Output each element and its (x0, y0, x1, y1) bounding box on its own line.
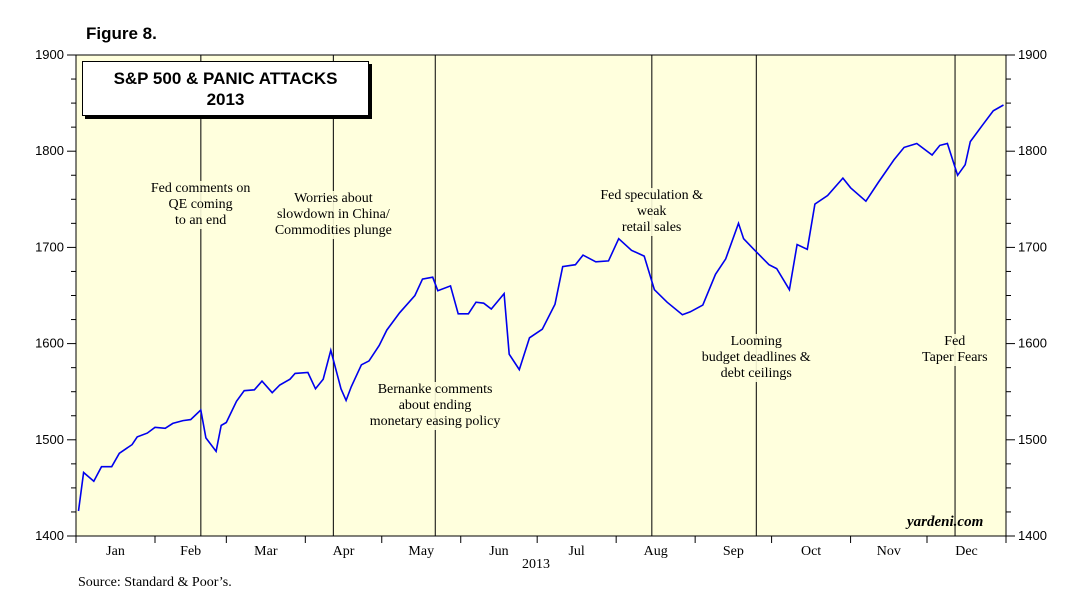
x-axis-labels: Jan Feb Mar Apr May Jun Jul Aug Sep Oct Nov Dec (106, 544, 978, 559)
y-tick-label-right: 1800 (1018, 143, 1047, 158)
y-axis-labels: 1400 1400 1500 1500 1600 1600 1700 1700 1800 1800… (35, 47, 1047, 543)
chart-title-year: 2013 (206, 90, 245, 109)
source-note: Source: Standard & Poor’s. (78, 575, 232, 590)
annotation-label: Worries about slowdown in China/Commoditi… (272, 191, 394, 239)
x-axis-year-label: 2013 (522, 557, 550, 572)
x-tick-label: Jan (106, 544, 125, 559)
chart-title: S&P 500 & PANIC ATTACKS (113, 69, 338, 88)
annotation-text-line: Looming (730, 334, 782, 349)
x-tick-label: Sep (723, 544, 744, 559)
x-tick-label: Dec (955, 544, 978, 559)
annotation-text-line: Bernanke comments (377, 382, 493, 397)
annotation-label: Fed comments on QE coming to an end (148, 181, 253, 229)
x-tick-label: Nov (877, 544, 901, 559)
y-tick-label-left: 1600 (35, 336, 64, 351)
annotation-label: Bernanke comments about ending monetary ea… (367, 382, 503, 430)
y-tick-label-left: 1900 (35, 47, 64, 62)
annotation-text-line: to an end (174, 213, 227, 228)
y-tick-label-right: 1500 (1018, 432, 1047, 447)
figure-label: Figure 8. (86, 24, 157, 43)
y-tick-label-right: 1900 (1018, 47, 1047, 62)
annotation-lines (200, 55, 956, 536)
annotation-label: Fed speculation & weak retail sales (598, 188, 705, 236)
annotation-label: Looming budget deadlines & debt ceilings (699, 334, 813, 382)
chart-title-box: S&P 500 & PANIC ATTACKS 2013 (82, 61, 369, 116)
y-tick-label-left: 1800 (35, 143, 64, 158)
x-tick-label: Jul (568, 544, 584, 559)
x-tick-label: May (408, 544, 434, 559)
plot-border (75, 54, 1007, 537)
y-tick-label-left: 1500 (35, 432, 64, 447)
annotation-text-line: debt ceilings (720, 366, 792, 381)
annotation-text-line: QE coming (168, 197, 233, 212)
annotation-text-line: budget deadlines & (701, 350, 811, 365)
y-tick-label-left: 1400 (35, 528, 64, 543)
annotation-text-line: retail sales (621, 220, 682, 235)
x-tick-label: Feb (180, 544, 201, 559)
annotation-text-line: monetary easing policy (369, 414, 501, 429)
x-tick-label: Apr (333, 544, 355, 559)
axis-ticks (67, 54, 1015, 543)
brand-watermark: yardeni.com (907, 514, 984, 530)
x-tick-label: Oct (801, 544, 821, 559)
annotation-text-line: about ending (398, 398, 472, 413)
annotation-text-line: weak (636, 204, 667, 219)
plot-area (76, 55, 1006, 536)
x-tick-label: Aug (644, 544, 668, 559)
annotation-text-line: Fed comments on (150, 181, 251, 196)
x-tick-label: Jun (489, 544, 508, 559)
annotation-text-line: Worries about (294, 191, 373, 206)
annotation-text-line: Fed (944, 334, 966, 349)
y-tick-label-right: 1700 (1018, 239, 1047, 254)
x-tick-label: Mar (254, 544, 278, 559)
y-tick-label-right: 1600 (1018, 336, 1047, 351)
sp500-series-line (77, 104, 1004, 512)
annotation-text-line: slowdown in China/ (276, 207, 390, 222)
annotation-text-line: Fed speculation & (600, 188, 703, 203)
annotation-text-line: Taper Fears (922, 350, 988, 365)
annotation-label: Fed Taper Fears (920, 334, 990, 366)
annotation-text-line: Commodities plunge (274, 223, 392, 238)
y-tick-label-right: 1400 (1018, 528, 1047, 543)
y-tick-label-left: 1700 (35, 239, 64, 254)
